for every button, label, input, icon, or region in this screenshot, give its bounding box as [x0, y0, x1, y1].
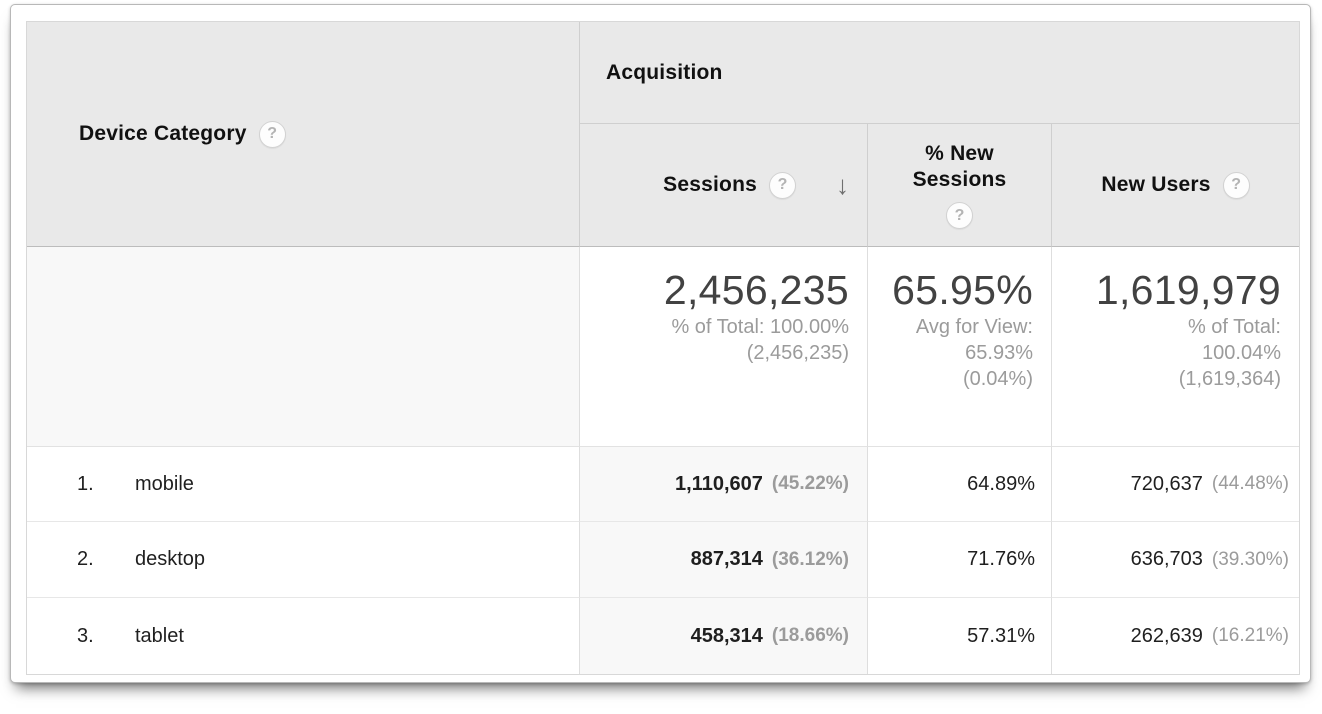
acquisition-group-header: Acquisition — [580, 22, 1299, 124]
percent-new-sessions-header-label: % New Sessions — [912, 141, 1007, 191]
help-icon[interactable]: ? — [1222, 171, 1250, 199]
sessions-percent: (45.22%) — [771, 473, 849, 494]
help-icon[interactable]: ? — [946, 202, 973, 230]
new-users-cell: 720,637 (44.48%) — [1052, 447, 1299, 522]
summary-new-users-value: 1,619,979 — [1095, 267, 1281, 313]
row-rank: 3. — [77, 624, 94, 647]
sessions-column-header-label: Sessions — [663, 173, 757, 196]
help-icon[interactable]: ? — [769, 171, 796, 199]
device-cell: 1. mobile — [27, 447, 580, 522]
summary-device-cell — [27, 247, 580, 447]
new-users-percent: (44.48%) — [1211, 473, 1289, 494]
sessions-percent: (18.66%) — [771, 625, 849, 646]
device-label[interactable]: desktop — [135, 548, 206, 570]
row-rank: 2. — [77, 548, 94, 570]
row-rank: 1. — [77, 472, 94, 495]
device-cell: 3. tablet — [27, 598, 580, 674]
summary-sessions-value: 2,456,235 — [663, 267, 849, 313]
summary-sessions-subtext: % of Total: 100.00% (2,456,235) — [671, 316, 849, 365]
sessions-cell: 458,314 (18.66%) — [580, 598, 868, 674]
percent-new-sessions-column-header[interactable]: % New Sessions ? — [868, 124, 1052, 247]
acquisition-group-header-label: Acquisition — [606, 60, 723, 84]
sessions-column-header[interactable]: Sessions ? ↓ — [580, 124, 868, 247]
sessions-cell: 887,314 (36.12%) — [580, 522, 868, 598]
new-users-value: 636,703 — [1130, 548, 1203, 570]
summary-new-users-subtext: % of Total: 100.04% (1,619,364) — [1178, 316, 1281, 391]
sessions-cell: 1,110,607 (45.22%) — [580, 447, 868, 522]
summary-new-sessions-value: 65.95% — [892, 267, 1033, 313]
new-sessions-cell: 64.89% — [868, 447, 1052, 522]
sort-descending-icon[interactable]: ↓ — [836, 170, 849, 200]
summary-new-sessions-cell: 65.95% Avg for View: 65.93% (0.04%) — [868, 247, 1052, 447]
sessions-percent: (36.12%) — [771, 548, 849, 570]
summary-new-sessions-subtext: Avg for View: 65.93% (0.04%) — [915, 316, 1033, 391]
sessions-value: 1,110,607 — [675, 472, 763, 495]
new-users-value: 262,639 — [1130, 624, 1203, 647]
new-users-cell: 636,703 (39.30%) — [1052, 522, 1299, 598]
help-icon[interactable]: ? — [258, 120, 286, 148]
new-users-percent: (39.30%) — [1211, 548, 1289, 570]
analytics-data-table: Device Category ? Acquisition Sessions ?… — [26, 21, 1300, 675]
new-sessions-value: 71.76% — [967, 548, 1035, 570]
device-cell: 2. desktop — [27, 522, 580, 598]
new-users-percent: (16.21%) — [1211, 625, 1289, 646]
new-sessions-value: 64.89% — [967, 472, 1035, 495]
screenshot-card: Device Category ? Acquisition Sessions ?… — [10, 4, 1311, 683]
new-users-cell: 262,639 (16.21%) — [1052, 598, 1299, 674]
device-label[interactable]: tablet — [135, 624, 184, 647]
summary-new-users-cell: 1,619,979 % of Total: 100.04% (1,619,364) — [1052, 247, 1299, 447]
new-users-column-header[interactable]: New Users ? — [1052, 124, 1299, 247]
device-category-header-label: Device Category — [79, 122, 247, 145]
new-users-column-header-label: New Users — [1101, 173, 1211, 196]
new-users-value: 720,637 — [1130, 472, 1203, 495]
new-sessions-value: 57.31% — [967, 624, 1035, 647]
new-sessions-cell: 71.76% — [868, 522, 1052, 598]
summary-sessions-cell: 2,456,235 % of Total: 100.00% (2,456,235) — [580, 247, 868, 447]
device-label[interactable]: mobile — [135, 472, 194, 495]
device-category-header[interactable]: Device Category ? — [27, 22, 580, 247]
sessions-value: 887,314 — [690, 548, 763, 570]
new-sessions-cell: 57.31% — [868, 598, 1052, 674]
sessions-value: 458,314 — [690, 624, 763, 647]
